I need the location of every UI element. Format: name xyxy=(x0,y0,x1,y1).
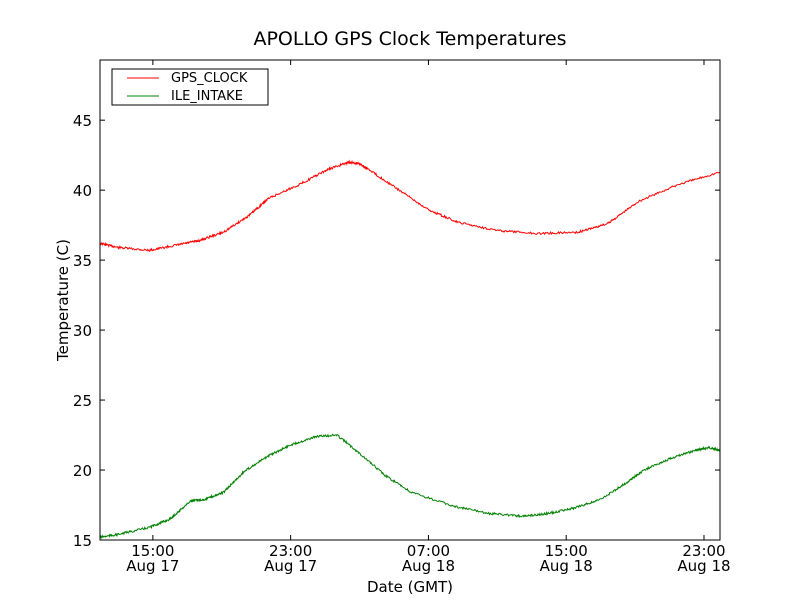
y-tick-label: 45 xyxy=(73,112,92,130)
y-tick-label: 20 xyxy=(73,462,92,480)
x-tick-label-time: 23:00 xyxy=(682,542,725,560)
x-tick-label-date: Aug 17 xyxy=(264,557,317,575)
y-tick-label: 15 xyxy=(73,532,92,550)
legend: GPS_CLOCK ILE_INTAKE xyxy=(111,68,269,106)
y-tick-label: 40 xyxy=(73,182,92,200)
legend-box xyxy=(111,68,269,106)
x-tick-label-date: Aug 18 xyxy=(677,557,730,575)
x-tick-label-time: 15:00 xyxy=(131,542,174,560)
series-line-gps-clock xyxy=(99,159,721,253)
x-axis-label: Date (GMT) xyxy=(367,578,453,596)
y-tick-label: 35 xyxy=(73,252,92,270)
x-tick-label-time: 23:00 xyxy=(269,542,312,560)
chart-title: APOLLO GPS Clock Temperatures xyxy=(253,28,566,50)
x-tick-label-date: Aug 18 xyxy=(402,557,455,575)
x-tick-label-time: 15:00 xyxy=(545,542,588,560)
legend-label-gps-clock: GPS_CLOCK xyxy=(171,71,248,86)
series-line-ile-intake xyxy=(99,433,721,540)
x-tick-label-date: Aug 17 xyxy=(126,557,179,575)
x-tick-label-date: Aug 18 xyxy=(540,557,593,575)
legend-label-ile-intake: ILE_INTAKE xyxy=(171,89,243,104)
y-axis-label: Temperature (C) xyxy=(54,239,72,362)
y-tick-label: 25 xyxy=(73,392,92,410)
x-tick-label-time: 07:00 xyxy=(407,542,450,560)
plot-frame xyxy=(99,59,721,541)
y-tick-label: 30 xyxy=(73,322,92,340)
